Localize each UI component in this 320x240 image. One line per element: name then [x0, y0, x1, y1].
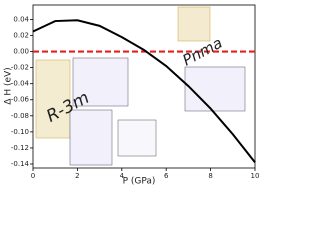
x-tick-label: 10 [251, 172, 259, 180]
inset-band-plot [72, 57, 129, 107]
y-tick-label: -0.04 [11, 80, 30, 88]
x-tick-label: 4 [120, 172, 125, 180]
data-line [32, 19, 256, 163]
chart: P (GPa) Δ H (eV) 0.04 0.02 0.00 -0.02 -0.04 -… [4, 4, 259, 187]
y-tick-label: -0.12 [11, 144, 29, 152]
y-tick-label: -0.06 [11, 96, 30, 104]
y-tick-label: 0.04 [13, 15, 29, 23]
x-tick-label: 8 [208, 172, 212, 180]
inset-structure [35, 59, 71, 139]
y-axis-label: Δ H (eV) [4, 67, 14, 104]
x-tick-label: 2 [75, 172, 79, 180]
y-tick-label: -0.02 [11, 64, 29, 72]
x-tick-label: 6 [164, 172, 169, 180]
y-tick-label: -0.10 [11, 128, 29, 136]
x-tick-label: 0 [31, 172, 35, 180]
y-tick-label: 0.02 [13, 32, 29, 40]
plot-frame [32, 4, 256, 169]
inset-band-plot [69, 109, 113, 166]
x-axis-label: P (GPa) [123, 177, 156, 187]
inset-dos-plot [117, 119, 157, 157]
inset-band-plot [184, 66, 246, 112]
inset-structure [177, 6, 211, 42]
y-tick-label: -0.08 [11, 112, 29, 120]
y-tick-label: -0.14 [11, 160, 30, 168]
y-tick-label: 0.00 [13, 48, 29, 56]
